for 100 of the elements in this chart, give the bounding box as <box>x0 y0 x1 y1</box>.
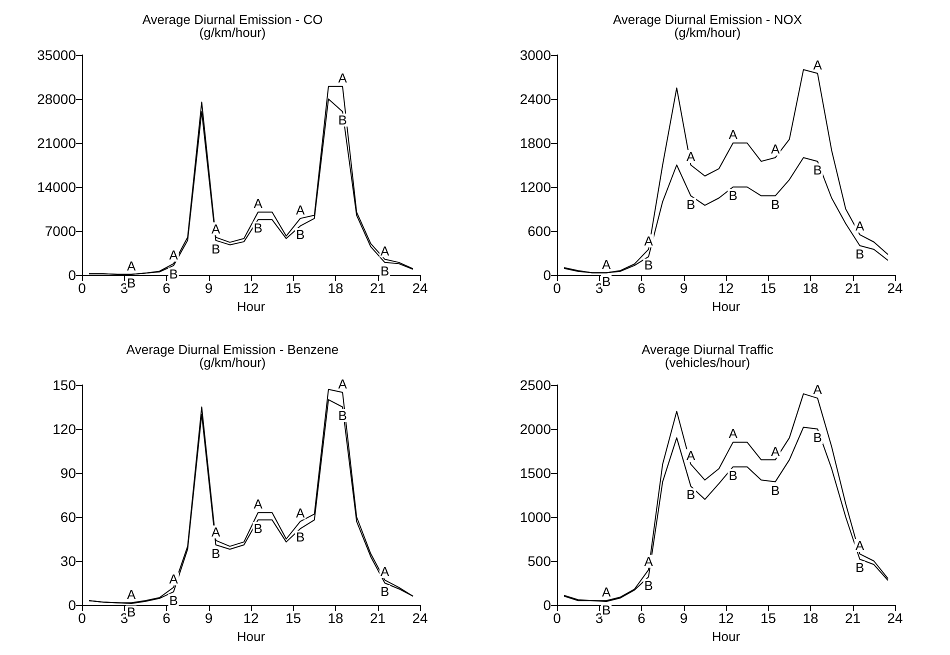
series-label: A <box>813 57 822 72</box>
chart-subtitle: (g/km/hour) <box>199 25 266 40</box>
text: B <box>338 408 347 423</box>
y-tick-label: 0 <box>543 267 552 283</box>
x-tick-label: 15 <box>285 280 302 296</box>
x-tick-label: 15 <box>760 610 776 626</box>
x-axis-title: Hour <box>236 628 266 644</box>
text: A <box>380 564 390 580</box>
text: B <box>296 530 305 545</box>
x-tick-label: 0 <box>553 610 562 626</box>
text: A <box>770 142 780 157</box>
chart-title: Average Diurnal Emission - NOX <box>612 12 802 27</box>
text: A <box>686 149 696 164</box>
y-tick-label: 90 <box>60 465 76 481</box>
text: B <box>126 604 136 620</box>
x-axis-title: Hour <box>712 298 741 314</box>
text: B <box>728 468 738 483</box>
text: B <box>169 266 178 282</box>
x-tick-label: 18 <box>328 610 344 626</box>
y-tick-label: 60 <box>60 509 76 525</box>
x-tick-label: 18 <box>802 280 818 296</box>
x-tick-label: 0 <box>553 280 562 296</box>
x-tick-label: 0 <box>78 610 86 626</box>
x-tick-label: 18 <box>802 610 818 626</box>
text: B <box>602 602 611 618</box>
series-label: A <box>686 448 696 464</box>
x-tick-label: 6 <box>638 610 646 626</box>
series-label: A <box>296 202 305 218</box>
x-tick-label: 12 <box>718 280 734 296</box>
text: A <box>169 571 178 586</box>
text: B <box>644 258 653 273</box>
text: A <box>855 538 864 553</box>
text: B <box>686 487 696 502</box>
y-tick-label: 28000 <box>37 91 76 107</box>
text: A <box>813 382 822 398</box>
text: B <box>380 263 390 278</box>
x-tick-label: 0 <box>78 280 86 296</box>
x-axis-title: Hour <box>712 628 741 644</box>
x-tick-label: 6 <box>162 280 171 296</box>
x-tick-label: 6 <box>162 610 171 626</box>
text: B <box>813 430 822 445</box>
y-tick-label: 150 <box>52 377 76 393</box>
x-tick-label: 21 <box>844 610 861 626</box>
series-label: B <box>211 546 220 561</box>
x-tick-label: 15 <box>285 610 302 626</box>
text: A <box>126 258 136 274</box>
text: A <box>644 554 653 569</box>
x-tick-label: 24 <box>887 280 903 296</box>
text: A <box>855 218 864 234</box>
series-label: B <box>855 246 864 262</box>
y-tick-label: 1800 <box>520 135 552 151</box>
text: A <box>728 127 738 142</box>
y-tick-label: 600 <box>528 223 552 239</box>
x-tick-label: 12 <box>243 610 259 626</box>
text: A <box>728 426 738 442</box>
y-tick-label: 30 <box>60 553 76 569</box>
x-tick-label: 15 <box>760 280 776 296</box>
y-tick-label: 7000 <box>44 223 76 239</box>
chart-title: Average Diurnal Traffic <box>642 342 774 357</box>
text: B <box>770 482 780 498</box>
x-tick-label: 24 <box>412 280 428 296</box>
series-label: A <box>338 376 348 392</box>
text: B <box>254 220 262 236</box>
y-tick-label: 2500 <box>520 377 552 393</box>
series-label: B <box>211 241 220 256</box>
x-tick-label: 9 <box>204 610 213 626</box>
text: A <box>169 248 178 263</box>
x-tick-label: 18 <box>328 280 344 296</box>
y-tick-label: 14000 <box>37 179 76 195</box>
text: B <box>728 188 738 203</box>
text: A <box>126 586 136 602</box>
text: A <box>211 524 220 540</box>
y-tick-label: 3000 <box>520 47 552 63</box>
text: B <box>338 112 347 128</box>
chart-title: Average Diurnal Emission - Benzene <box>126 342 339 357</box>
y-tick-label: 0 <box>68 597 76 613</box>
text: B <box>686 196 696 212</box>
x-tick-label: 9 <box>680 280 688 296</box>
text: B <box>770 196 780 212</box>
chart-title: Average Diurnal Emission - CO <box>142 12 323 27</box>
text: B <box>644 578 653 593</box>
text: B <box>296 226 305 242</box>
text: B <box>126 275 136 290</box>
text: A <box>380 243 390 258</box>
y-tick-label: 2400 <box>520 91 552 107</box>
text: B <box>813 162 822 178</box>
y-tick-label: 0 <box>543 597 552 613</box>
text: A <box>254 196 262 212</box>
x-tick-label: 12 <box>718 610 734 626</box>
text: A <box>602 584 611 600</box>
text: B <box>602 274 611 289</box>
x-tick-label: 21 <box>370 280 386 296</box>
text: A <box>602 256 611 272</box>
y-tick-label: 1200 <box>520 179 552 195</box>
y-tick-label: 1500 <box>520 465 552 481</box>
y-tick-label: 21000 <box>37 135 76 151</box>
y-tick-label: 2000 <box>520 421 552 437</box>
chart-subtitle: (g/km/hour) <box>199 355 266 370</box>
x-tick-label: 21 <box>844 280 861 296</box>
text: A <box>770 444 780 459</box>
